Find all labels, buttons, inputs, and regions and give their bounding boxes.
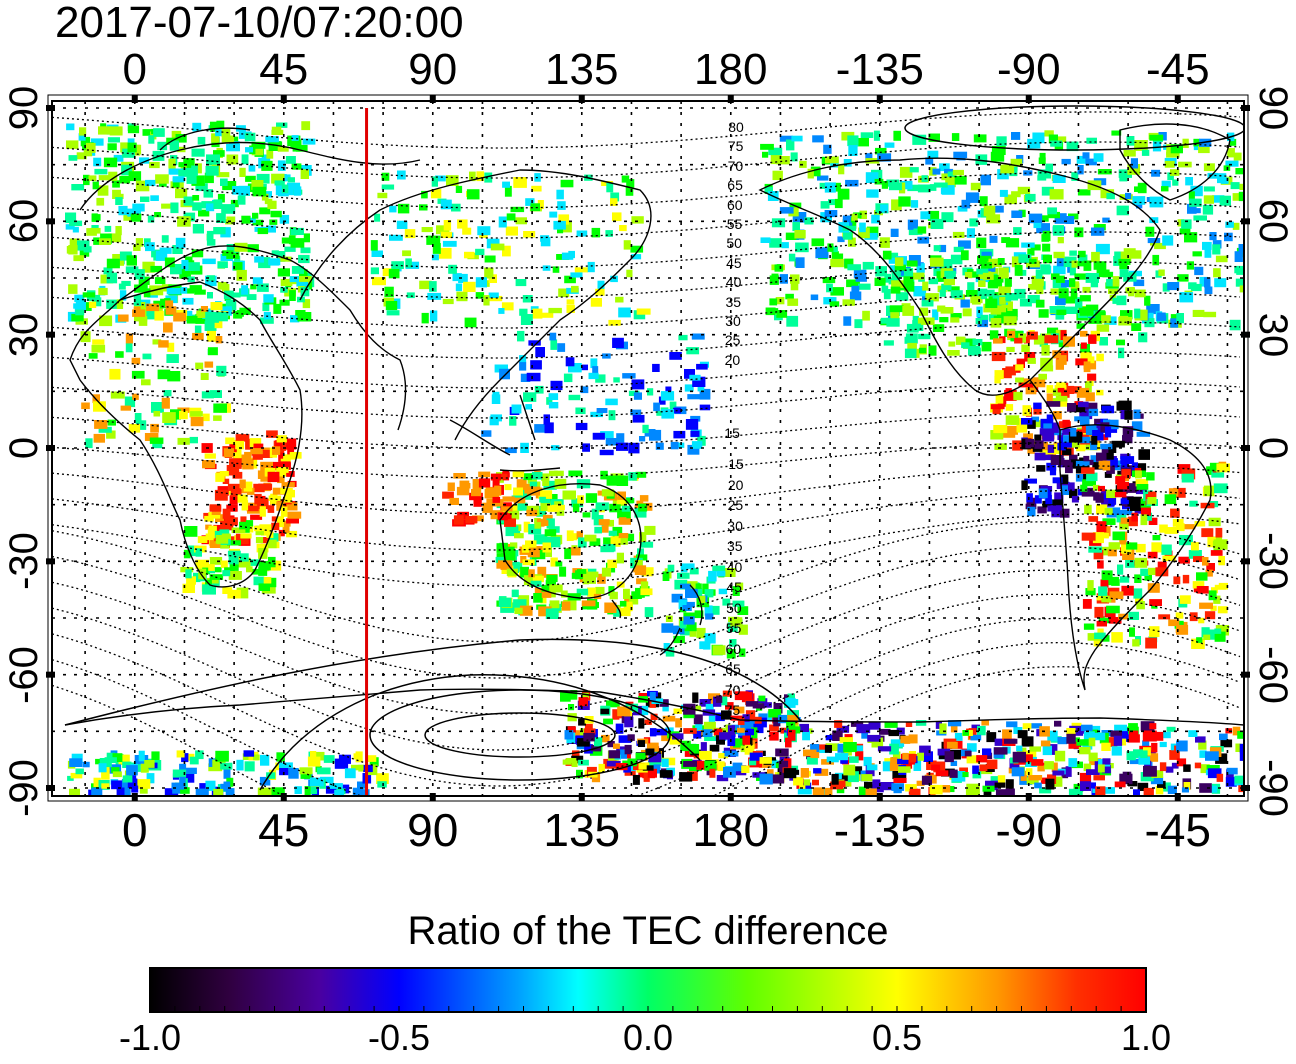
colorbar-bar [149, 967, 1147, 1013]
contour-label: 30 [727, 517, 743, 534]
contour-label: 25 [724, 332, 741, 349]
contour-label: 15 [728, 456, 744, 472]
coastlines [64, 123, 1244, 726]
bottom-lon-tick: -45 [1144, 804, 1212, 856]
contour-label: 45 [726, 579, 742, 595]
bottom-lon-tick: -135 [833, 804, 926, 856]
contour-label: 15 [724, 425, 740, 441]
contour-label: 50 [726, 599, 742, 616]
colorbar-tick-label: -0.5 [367, 1017, 431, 1058]
top-lon-tick: -45 [1145, 45, 1210, 94]
top-lon-tick: 0 [122, 45, 148, 94]
contour-label: 30 [725, 313, 741, 329]
top-lon-tick: 135 [545, 45, 619, 94]
top-lon-tick: 180 [694, 45, 768, 94]
colorbar-tick-label: 0.5 [871, 1017, 923, 1058]
bottom-lon-tick: 180 [692, 804, 770, 856]
bottom-lon-tick: 45 [258, 804, 310, 856]
contour-label: 50 [726, 235, 742, 252]
contour-label: 70 [724, 681, 741, 698]
bottom-lon-tick: 135 [543, 804, 621, 856]
contour-label: 55 [725, 620, 742, 636]
top-lon-tick: 45 [259, 45, 309, 94]
contour-label: 60 [727, 196, 743, 213]
bottom-lon-tick: -90 [995, 804, 1063, 856]
contour-label: 20 [724, 351, 741, 368]
lat-lon-grid [52, 101, 1244, 796]
top-lon-tick: 90 [408, 45, 458, 94]
contour-label: 35 [727, 538, 743, 554]
contour-label: 25 [727, 497, 744, 513]
colorbar-tick-label: 1.0 [1120, 1017, 1172, 1058]
contour-label: 70 [727, 157, 744, 174]
contour-label: 60 [725, 640, 742, 657]
colorbar-title: Ratio of the TEC difference [407, 909, 889, 953]
top-lon-tick: -90 [996, 45, 1061, 94]
bottom-lon-tick: 90 [407, 804, 459, 856]
contour-label: 35 [725, 293, 742, 310]
contour-label: 45 [726, 254, 742, 271]
contour-label: 65 [727, 177, 743, 194]
contour-label: 65 [725, 661, 741, 677]
contour-label: 80 [728, 119, 744, 135]
contour-label: 75 [727, 138, 744, 155]
bottom-lon-tick: 0 [121, 804, 148, 856]
top-lon-tick: -135 [835, 45, 924, 94]
contour-label: 40 [726, 558, 743, 575]
colorbar-tick-label: -1.0 [118, 1017, 182, 1058]
contour-label: 20 [727, 476, 744, 493]
contour-label: 40 [725, 274, 742, 291]
contour-label: 55 [726, 216, 743, 232]
tec-data-patches [65, 120, 1244, 796]
magnetic-latitude-contours [52, 105, 1244, 796]
colorbar-tick-label: 0.0 [622, 1017, 674, 1058]
contour-label: 75 [724, 702, 741, 718]
timestamp-title: 2017-07-10/07:20:00 [55, 0, 464, 47]
